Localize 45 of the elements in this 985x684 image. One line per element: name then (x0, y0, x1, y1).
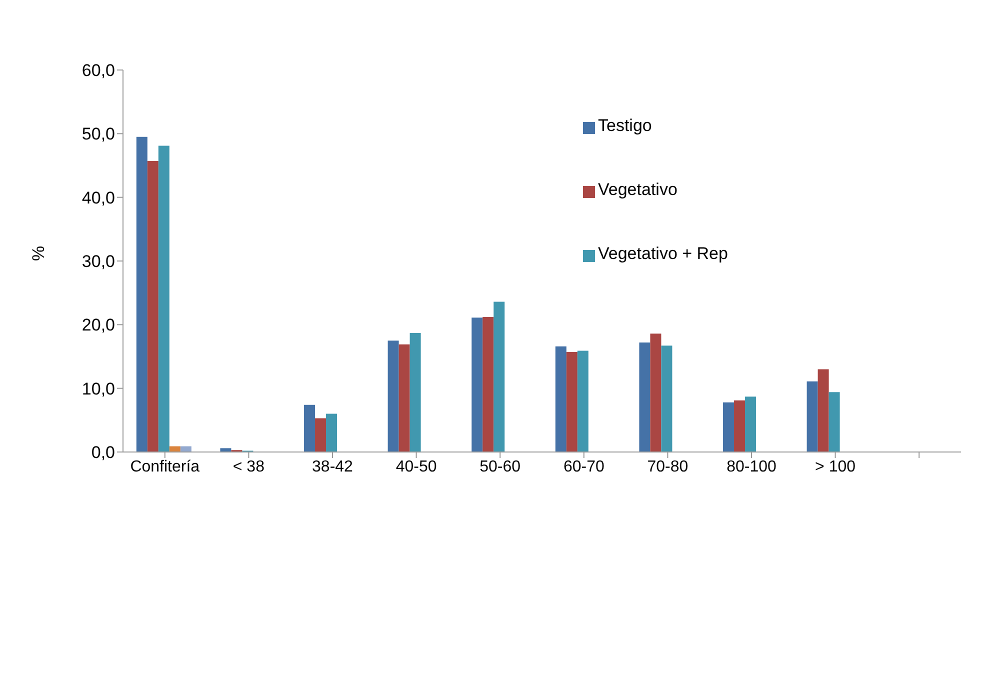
bar (388, 340, 399, 452)
x-tick-label: 40-50 (396, 458, 437, 476)
x-tick-label: < 38 (232, 458, 265, 476)
bar (745, 396, 756, 452)
y-tick-label: 30,0 (82, 252, 115, 272)
x-tick-label: 60-70 (563, 458, 604, 476)
bar (136, 136, 148, 452)
bar (147, 161, 158, 452)
bar (326, 414, 338, 452)
bar (806, 381, 818, 452)
bar (577, 350, 588, 452)
bar (818, 369, 829, 452)
x-tick-label: 38-42 (312, 458, 354, 476)
legend-label: Vegetativo (598, 179, 678, 201)
bar (650, 334, 662, 452)
bar (494, 302, 505, 452)
bar (410, 332, 421, 452)
x-tick-label: 80-100 (726, 458, 777, 476)
x-tick-label: > 100 (815, 458, 856, 476)
bar (472, 318, 483, 452)
y-tick-label: 50,0 (82, 124, 115, 144)
y-tick-label: 10,0 (82, 379, 115, 398)
bar (555, 346, 566, 452)
x-tick-label: 70-80 (647, 458, 688, 476)
bar (723, 402, 734, 452)
y-tick-label: 20,0 (82, 316, 115, 335)
bar (661, 346, 672, 452)
legend-label: Testigo (598, 115, 652, 137)
bar (639, 342, 650, 452)
y-tick-label: 0,0 (91, 443, 115, 462)
bar (398, 344, 410, 452)
bar (220, 448, 232, 452)
x-tick-label: Confitería (130, 458, 200, 476)
y-tick-label: 40,0 (82, 188, 115, 208)
x-tick-label: 50-60 (480, 458, 521, 476)
bar (158, 146, 170, 452)
bar (828, 392, 840, 452)
bar (315, 418, 326, 452)
bar (734, 400, 746, 452)
bar (304, 404, 316, 452)
legend-label: Vegetativo + Rep (598, 243, 728, 265)
y-axis-title: % (29, 246, 48, 261)
bar (566, 352, 578, 452)
bar (482, 317, 494, 452)
y-tick-label: 60,0 (82, 61, 115, 80)
